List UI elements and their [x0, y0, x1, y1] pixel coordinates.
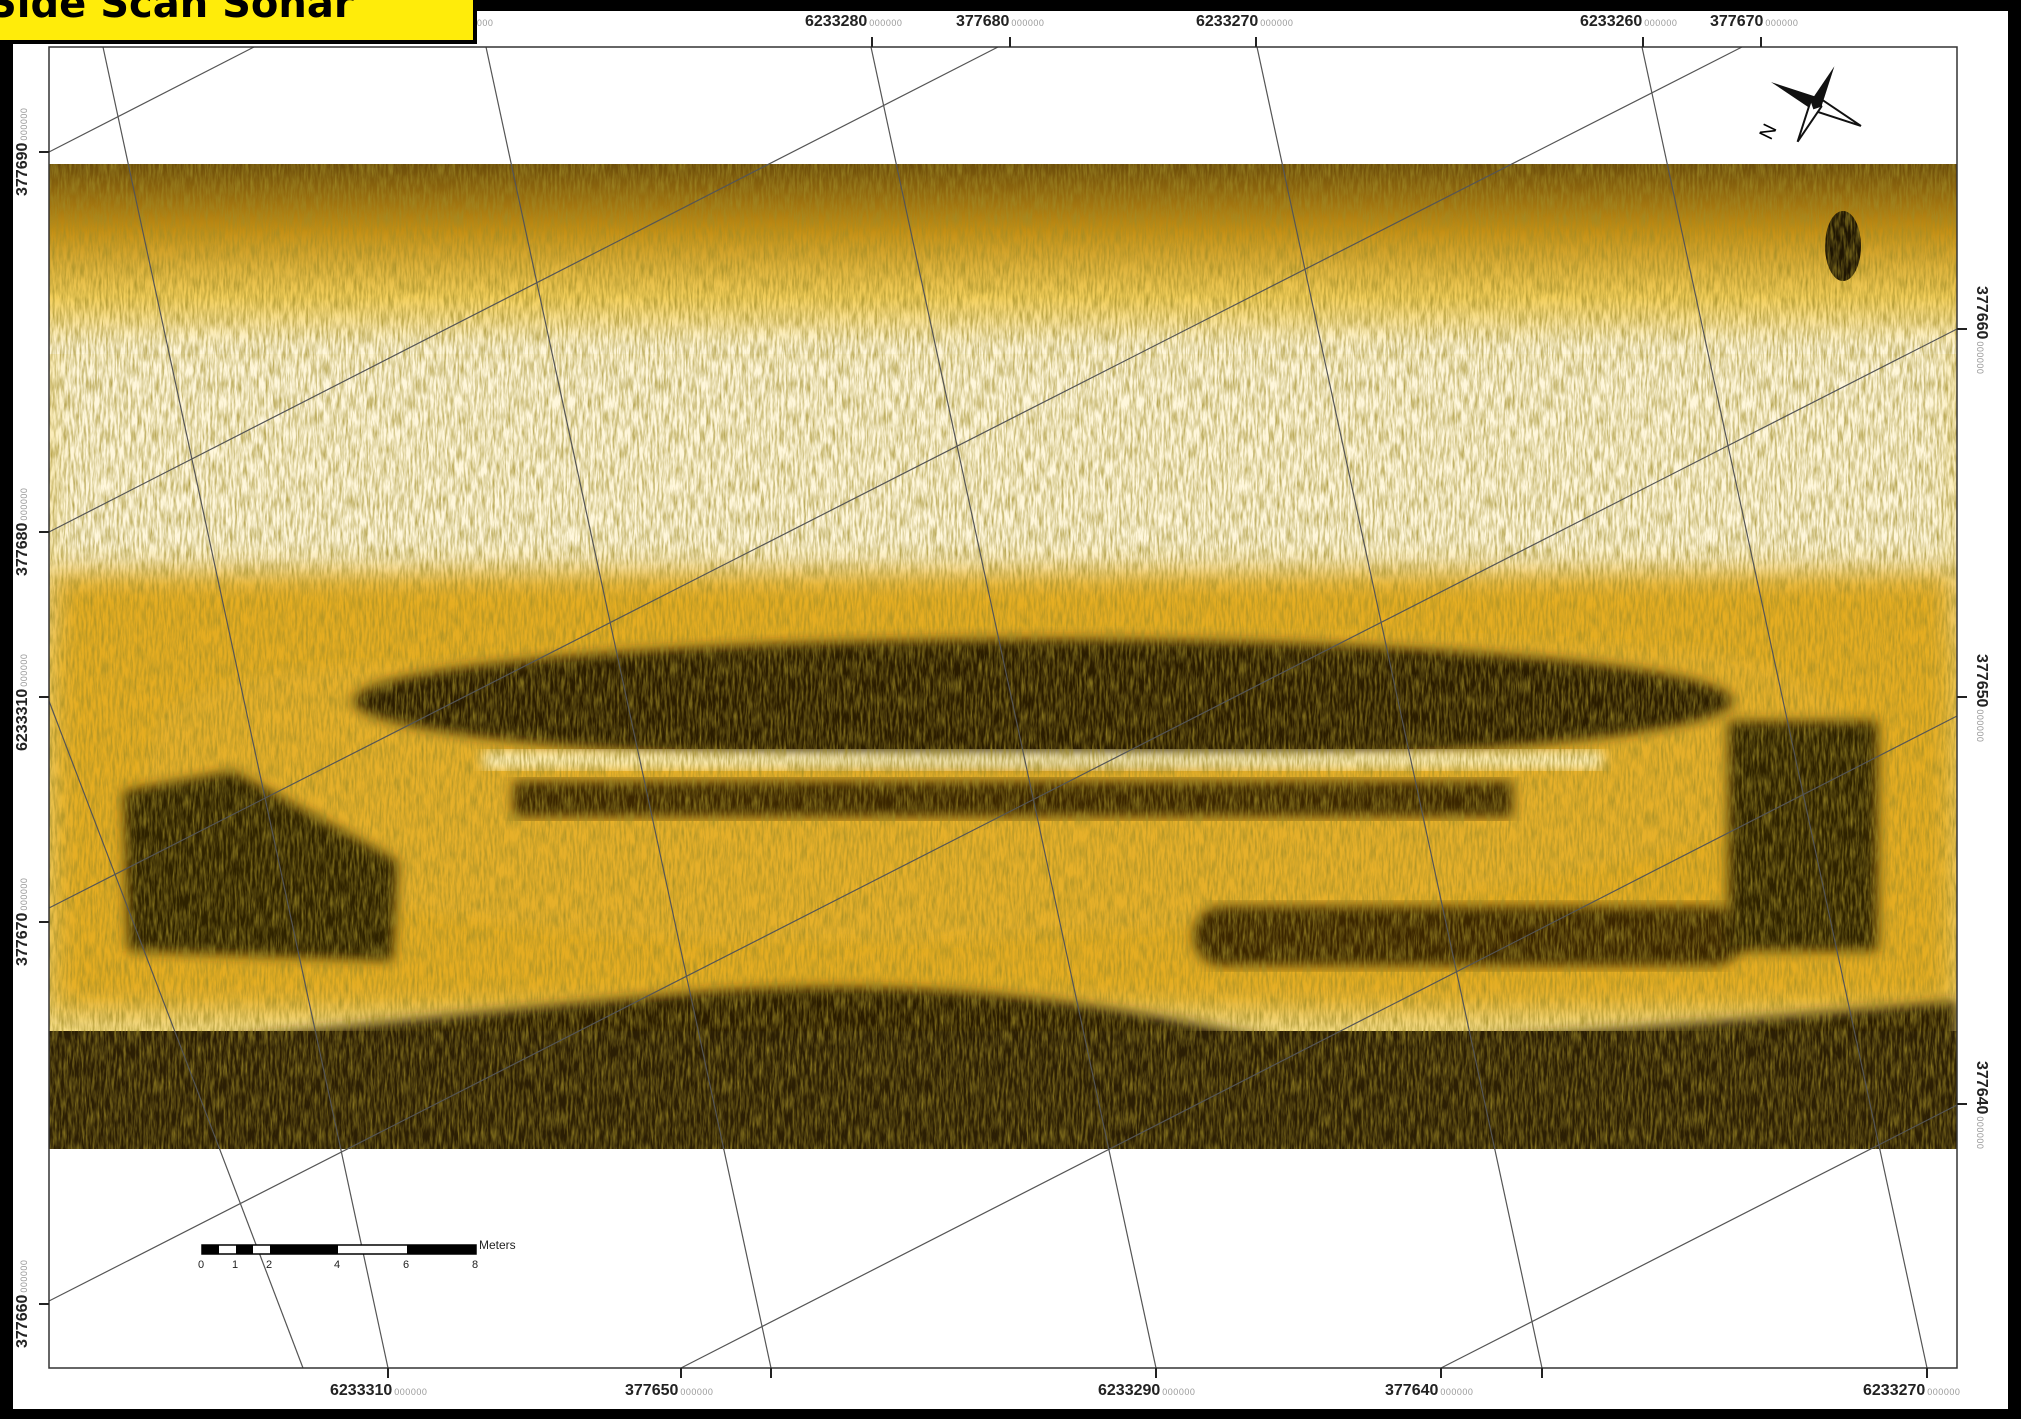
bottom-coord-label: 6233270 000000 — [1863, 1382, 1961, 1399]
right-coord-label: 377660000000 — [1973, 286, 1990, 375]
top-coord-label: 6233260 000000 — [1580, 13, 1678, 30]
scale-units: Meters — [479, 1238, 516, 1252]
left-coord-label: 377680000000 — [14, 487, 31, 576]
scale-tick-6: 6 — [403, 1259, 410, 1271]
bottom-coord-label: 6233290 000000 — [1098, 1382, 1196, 1399]
top-coord-label: 377670 000000 — [1710, 13, 1799, 30]
top-coord-label: 6233280 000000 — [805, 13, 903, 30]
map-frame: N Meters 0 1 2 4 6 8 377690000000 623328… — [13, 11, 2008, 1409]
bottom-coord-label: 377640 000000 — [1385, 1382, 1474, 1399]
left-coord-label: 6233310000000 — [14, 653, 31, 751]
scale-tick-2: 2 — [266, 1259, 273, 1271]
right-coord-label: 377650000000 — [1973, 654, 1990, 743]
map-canvas: N — [39, 37, 1967, 1378]
left-coord-label: 377670000000 — [14, 877, 31, 966]
left-coord-label: 377660000000 — [14, 1259, 31, 1348]
map-neatline — [48, 46, 1958, 1369]
bottom-coord-label: 6233310 000000 — [330, 1382, 428, 1399]
scale-tick-1: 1 — [232, 1259, 239, 1271]
top-coord-label: 377680 000000 — [956, 13, 1045, 30]
title-banner: Side Scan Sonar — [0, 0, 477, 44]
scale-tick-4: 4 — [334, 1259, 341, 1271]
coordinate-grid — [48, 46, 1958, 1369]
scale-bar — [201, 1244, 477, 1255]
north-arrow-icon — [1771, 66, 1862, 143]
bottom-coord-label: 377650 000000 — [625, 1382, 714, 1399]
scale-tick-0: 0 — [198, 1259, 205, 1271]
north-letter: N — [1755, 121, 1781, 144]
left-coord-label: 377690000000 — [14, 107, 31, 196]
right-coord-label: 377640000000 — [1973, 1061, 1990, 1150]
scale-tick-8: 8 — [472, 1259, 479, 1271]
top-coord-label: 6233270 000000 — [1196, 13, 1294, 30]
title-text: Side Scan Sonar — [0, 0, 354, 27]
